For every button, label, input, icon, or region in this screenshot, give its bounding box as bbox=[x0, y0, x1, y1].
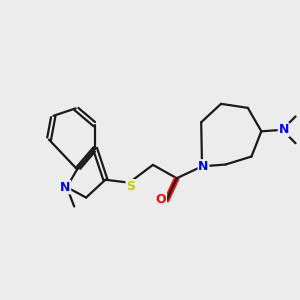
Text: N: N bbox=[60, 181, 70, 194]
Text: N: N bbox=[198, 160, 209, 173]
Text: O: O bbox=[156, 193, 166, 206]
Text: N: N bbox=[278, 123, 289, 136]
Text: S: S bbox=[126, 180, 135, 193]
